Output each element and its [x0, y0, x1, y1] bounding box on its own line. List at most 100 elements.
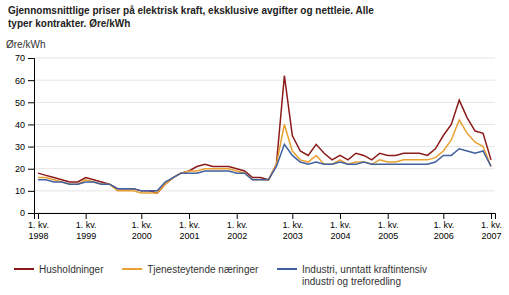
legend-label: Tjenesteytende næringer	[147, 264, 259, 275]
x-tick-label: 1. kv.2005	[378, 220, 399, 240]
x-tick-label-line: 2006	[434, 231, 454, 241]
legend-swatch	[277, 268, 297, 270]
y-tick-mark	[28, 191, 34, 192]
x-tick-label: 1. kv.1999	[76, 220, 97, 240]
x-tick-label-line: 1. kv.	[282, 220, 303, 230]
x-tick-label: 1. kv.2006	[433, 220, 454, 240]
x-tick-label-line: 1. kv.	[481, 220, 502, 230]
grid-line	[34, 168, 495, 169]
x-tick: 1. kv.2005	[378, 213, 399, 241]
x-tick-label: 1. kv.2003	[282, 220, 303, 240]
title: Gjennomsnittlige priser på elektrisk kra…	[8, 5, 374, 29]
y-tick: 10	[15, 186, 34, 196]
x-tick-label-line: 1. kv.	[76, 220, 97, 230]
x-tick-label-line: 1. kv.	[179, 220, 200, 230]
y-tick-label: 60	[15, 76, 25, 86]
legend-label: Husholdninger	[39, 264, 104, 275]
x-tick: 1. kv.1999	[76, 213, 97, 241]
x-tick-label: 1. kv.2000	[131, 220, 152, 240]
legend-swatch	[122, 268, 142, 270]
series-line	[38, 120, 491, 193]
x-tick: 1. kv.2003	[282, 213, 303, 241]
x-tick: 1. kv.1998	[28, 213, 49, 241]
y-tick-label: 30	[15, 142, 25, 152]
x-tick-label: 1. kv.2007	[481, 220, 502, 240]
y-tick: 20	[15, 164, 34, 174]
y-tick-label: 10	[15, 186, 25, 196]
x-tick-label: 1. kv.1998	[28, 220, 49, 240]
y-axis-line	[28, 59, 35, 214]
x-tick-label: 1. kv.2002	[227, 220, 248, 240]
x-tick-label-line: 2007	[482, 231, 502, 241]
x-axis-line	[35, 214, 496, 220]
series-group	[38, 76, 491, 193]
x-tick-label-line: 1. kv.	[28, 220, 49, 230]
y-tick-mark	[28, 80, 34, 81]
y-tick-mark	[28, 147, 34, 148]
y-tick-mark	[28, 169, 34, 170]
x-tick-mark	[491, 213, 492, 219]
grid	[34, 58, 495, 213]
series-line	[38, 76, 491, 193]
y-tick-mark	[28, 102, 34, 103]
y-tick: 40	[15, 120, 34, 130]
grid-line	[34, 146, 495, 147]
x-tick-mark	[388, 213, 389, 219]
y-tick-label: 20	[15, 164, 25, 174]
series-line	[38, 144, 491, 191]
x-tick-mark	[292, 213, 293, 219]
x-tick-label-line: 2005	[378, 231, 398, 241]
y-axis: 0 10 20 30 40 50 60 70	[15, 53, 35, 218]
x-tick-label-line: 2001	[179, 231, 199, 241]
x-tick-mark	[38, 213, 39, 219]
legend-label-line: industri og treforedling	[302, 276, 401, 287]
y-axis-label: Øre/kWh	[6, 39, 45, 50]
x-tick-mark	[237, 213, 238, 219]
y-tick: 0	[20, 208, 34, 218]
x-tick-label: 1. kv.2004	[330, 220, 351, 240]
x-tick-mark	[340, 213, 341, 219]
x-tick-label-line: 1. kv.	[131, 220, 152, 230]
y-tick-label: 70	[15, 53, 25, 63]
legend-label-line: Husholdninger	[39, 264, 104, 275]
legend-item: Industri, unntatt kraftintensivindustri …	[277, 264, 427, 287]
x-tick-label-line: 2003	[283, 231, 303, 241]
x-tick: 1. kv.2000	[131, 213, 152, 241]
x-tick: 1. kv.2004	[330, 213, 351, 241]
legend-label-line: Tjenesteytende næringer	[147, 264, 259, 275]
y-tick-mark	[28, 213, 34, 214]
x-tick: 1. kv.2006	[433, 213, 454, 241]
y-tick-mark	[28, 124, 34, 125]
y-tick: 50	[15, 98, 34, 108]
grid-line	[34, 124, 495, 125]
x-tick-label-line: 1. kv.	[330, 220, 351, 230]
x-tick: 1. kv.2002	[227, 213, 248, 241]
grid-line	[34, 80, 495, 81]
legend: Husholdninger Tjenesteytende næringer Indu…	[14, 264, 427, 287]
y-tick-label: 50	[15, 98, 25, 108]
legend-item: Tjenesteytende næringer	[122, 264, 259, 275]
chart-svg: Gjennomsnittlige priser på elektrisk kra…	[0, 0, 509, 295]
legend-swatch	[14, 268, 34, 270]
x-tick-label-line: 2004	[330, 231, 350, 241]
y-tick: 70	[15, 53, 34, 63]
y-tick-label: 0	[20, 208, 25, 218]
x-tick-label-line: 2002	[227, 231, 247, 241]
legend-label-line: Industri, unntatt kraftintensiv	[302, 264, 427, 275]
title-line: typer kontrakter. Øre/kWh	[8, 18, 130, 29]
legend-label: Industri, unntatt kraftintensivindustri …	[302, 264, 427, 287]
x-tick-label-line: 1. kv.	[227, 220, 248, 230]
chart-container: Gjennomsnittlige priser på elektrisk kra…	[0, 0, 509, 295]
x-tick-label-line: 2000	[132, 231, 152, 241]
grid-line	[34, 102, 495, 103]
grid-line	[34, 190, 495, 191]
x-tick-label-line: 1998	[28, 231, 48, 241]
y-tick: 60	[15, 76, 34, 86]
x-tick-mark	[141, 213, 142, 219]
x-tick: 1. kv.2007	[481, 213, 502, 241]
x-tick-label-line: 1. kv.	[378, 220, 399, 230]
x-tick-label-line: 1999	[76, 231, 96, 241]
x-axis: 1. kv.19981. kv.19991. kv.20001. kv.2001…	[28, 213, 502, 241]
x-tick-label: 1. kv.2001	[179, 220, 200, 240]
legend-item: Husholdninger	[14, 264, 104, 275]
